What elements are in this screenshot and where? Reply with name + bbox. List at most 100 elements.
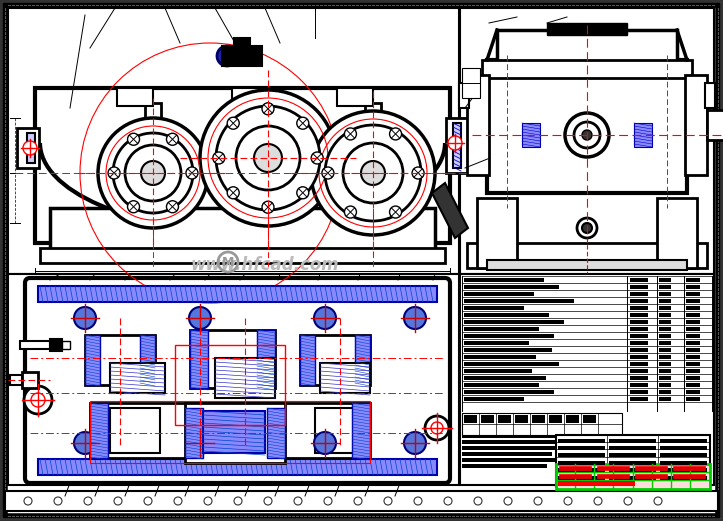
Bar: [190, 330, 208, 388]
Bar: [477, 198, 517, 268]
Bar: [145, 103, 161, 188]
Circle shape: [31, 393, 45, 407]
Bar: [257, 330, 275, 388]
Bar: [558, 476, 605, 479]
Bar: [547, 23, 627, 35]
Bar: [464, 348, 552, 352]
Bar: [185, 403, 285, 463]
Bar: [462, 440, 582, 443]
Bar: [659, 348, 671, 352]
Bar: [464, 278, 544, 282]
Bar: [659, 355, 671, 359]
Text: M: M: [222, 255, 234, 268]
Bar: [659, 306, 671, 310]
Bar: [38, 459, 437, 475]
Circle shape: [448, 136, 462, 150]
Circle shape: [344, 128, 356, 140]
Bar: [659, 313, 671, 317]
Circle shape: [174, 497, 182, 505]
Bar: [630, 320, 648, 324]
Bar: [686, 362, 700, 366]
Circle shape: [127, 133, 140, 145]
Bar: [660, 461, 707, 465]
Bar: [686, 306, 700, 310]
Circle shape: [200, 90, 336, 226]
Circle shape: [296, 117, 309, 129]
Circle shape: [574, 122, 600, 148]
Bar: [8, 274, 459, 485]
Circle shape: [425, 416, 449, 440]
Bar: [630, 327, 648, 331]
Circle shape: [262, 103, 274, 115]
Bar: [234, 38, 250, 48]
Bar: [185, 408, 203, 458]
Bar: [686, 376, 700, 380]
Circle shape: [23, 141, 37, 155]
Bar: [487, 60, 687, 193]
Circle shape: [594, 497, 602, 505]
Bar: [190, 330, 275, 388]
Bar: [705, 83, 715, 108]
Bar: [635, 466, 667, 470]
Bar: [558, 439, 605, 442]
Circle shape: [217, 46, 237, 66]
Circle shape: [213, 152, 225, 164]
Circle shape: [227, 187, 239, 199]
Bar: [549, 415, 562, 423]
Circle shape: [384, 497, 392, 505]
Bar: [50, 208, 435, 258]
Circle shape: [624, 497, 632, 505]
Circle shape: [186, 167, 198, 179]
Circle shape: [166, 133, 179, 145]
Bar: [35, 88, 450, 243]
Bar: [660, 439, 707, 442]
Bar: [686, 278, 700, 282]
Bar: [659, 299, 671, 303]
Circle shape: [311, 152, 323, 164]
Bar: [630, 334, 648, 338]
Circle shape: [534, 497, 542, 505]
Bar: [659, 334, 671, 338]
Bar: [117, 88, 153, 106]
Bar: [630, 292, 648, 296]
Bar: [352, 403, 370, 458]
Bar: [686, 285, 700, 289]
Circle shape: [431, 422, 443, 434]
Bar: [559, 474, 591, 478]
Bar: [464, 362, 559, 366]
Bar: [464, 376, 546, 380]
Bar: [464, 292, 534, 296]
Circle shape: [24, 386, 52, 414]
Circle shape: [108, 167, 120, 179]
Circle shape: [296, 187, 309, 199]
Circle shape: [354, 497, 362, 505]
Circle shape: [114, 497, 122, 505]
Bar: [630, 285, 648, 289]
Bar: [62, 341, 70, 349]
Bar: [481, 415, 494, 423]
Bar: [464, 327, 539, 331]
Bar: [50, 339, 62, 351]
Bar: [659, 278, 671, 282]
Bar: [20, 341, 50, 349]
Bar: [686, 299, 700, 303]
Text: www.hfcad.com: www.hfcad.com: [191, 256, 339, 274]
Circle shape: [324, 497, 332, 505]
Bar: [556, 435, 710, 487]
Circle shape: [74, 307, 96, 329]
Bar: [5, 491, 718, 511]
Circle shape: [141, 161, 165, 185]
Bar: [630, 397, 648, 401]
Bar: [90, 403, 108, 458]
Bar: [267, 408, 285, 458]
Bar: [686, 390, 700, 394]
Bar: [630, 306, 648, 310]
Circle shape: [125, 145, 181, 201]
Bar: [707, 110, 723, 140]
Bar: [110, 363, 165, 393]
Bar: [673, 474, 705, 478]
Circle shape: [262, 201, 274, 213]
Circle shape: [204, 497, 212, 505]
FancyBboxPatch shape: [25, 278, 450, 483]
Bar: [686, 369, 700, 373]
